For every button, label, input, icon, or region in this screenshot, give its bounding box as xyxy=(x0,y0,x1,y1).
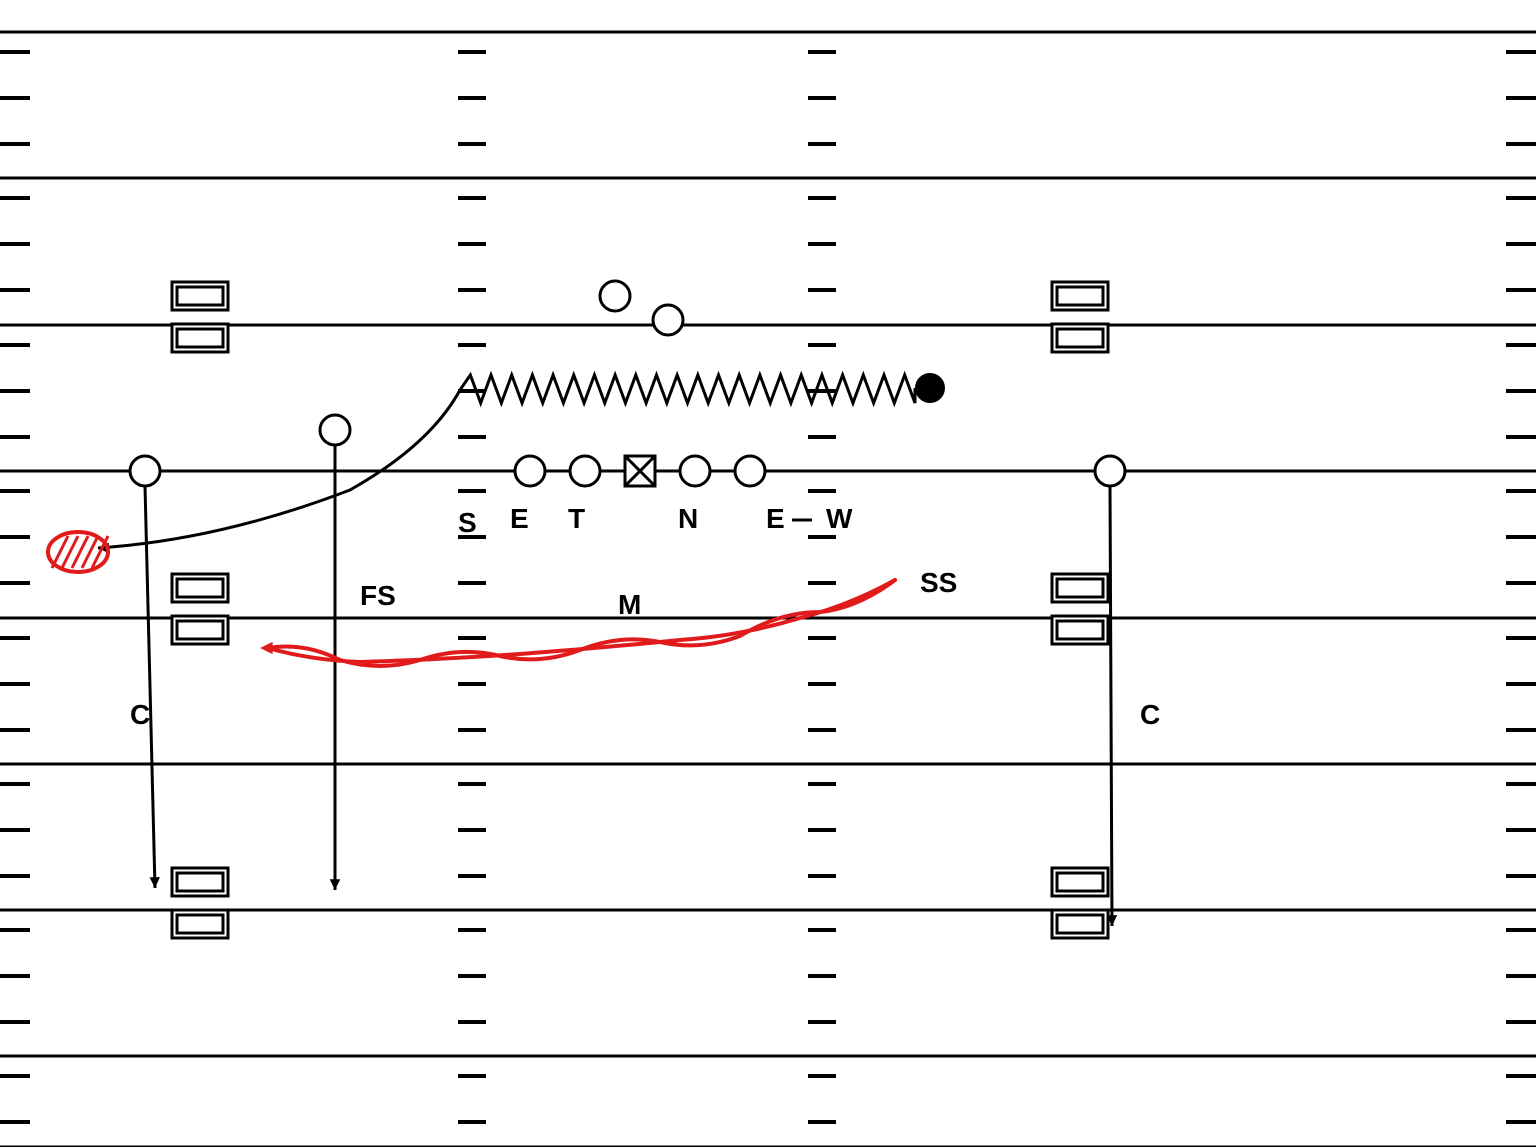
label-SS: SS xyxy=(920,567,957,598)
player-ol-2 xyxy=(570,456,600,486)
motion-zigzag xyxy=(460,375,915,403)
label-M: M xyxy=(618,589,641,620)
ss-pursuit xyxy=(260,580,895,666)
player-wr-right xyxy=(1095,456,1125,486)
label-E1: E xyxy=(510,503,529,534)
arrow-head xyxy=(330,879,340,890)
player-slot-left xyxy=(320,415,350,445)
field xyxy=(0,32,1536,1147)
label-C2: C xyxy=(1140,699,1160,730)
label-N: N xyxy=(678,503,698,534)
wr-left-route xyxy=(145,486,155,888)
offense xyxy=(130,281,1125,486)
label-E2: E xyxy=(766,503,785,534)
player-ol-1 xyxy=(515,456,545,486)
label-FS: FS xyxy=(360,580,396,611)
label-C1: C xyxy=(130,699,150,730)
label-T: T xyxy=(568,503,585,534)
player-wr-left xyxy=(130,456,160,486)
motion-end-dot xyxy=(915,373,945,403)
arrow-head xyxy=(260,642,273,654)
ball-icon xyxy=(48,532,108,572)
player-back-1 xyxy=(600,281,630,311)
label-W: W xyxy=(826,503,853,534)
player-back-2 xyxy=(653,305,683,335)
routes xyxy=(98,375,1117,926)
wr-right-route xyxy=(1110,486,1112,926)
arrow-head xyxy=(150,877,160,888)
player-ol-5 xyxy=(735,456,765,486)
player-ol-4 xyxy=(680,456,710,486)
label-S: S xyxy=(458,507,477,538)
